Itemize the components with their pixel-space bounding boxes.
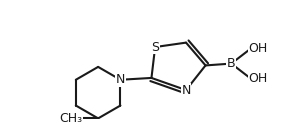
Text: S: S (151, 41, 159, 54)
Text: N: N (116, 73, 125, 86)
Text: OH: OH (248, 42, 267, 55)
Text: CH₃: CH₃ (59, 112, 82, 125)
Text: N: N (181, 84, 191, 97)
Text: OH: OH (248, 72, 267, 85)
Text: B: B (227, 57, 236, 70)
